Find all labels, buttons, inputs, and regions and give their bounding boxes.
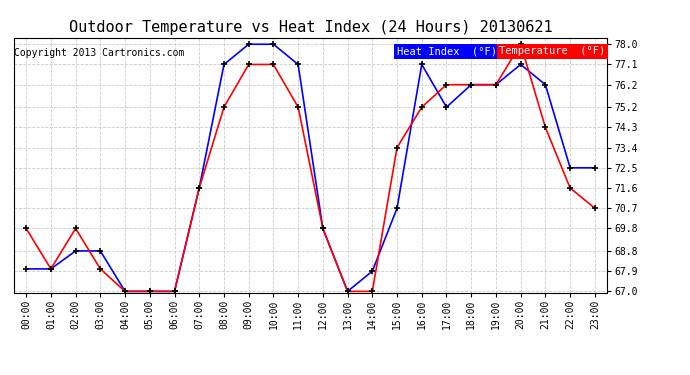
Title: Outdoor Temperature vs Heat Index (24 Hours) 20130621: Outdoor Temperature vs Heat Index (24 Ho…	[69, 20, 552, 35]
Text: Temperature  (°F): Temperature (°F)	[499, 46, 605, 56]
Text: Heat Index  (°F): Heat Index (°F)	[397, 46, 497, 56]
Text: Copyright 2013 Cartronics.com: Copyright 2013 Cartronics.com	[14, 48, 185, 58]
